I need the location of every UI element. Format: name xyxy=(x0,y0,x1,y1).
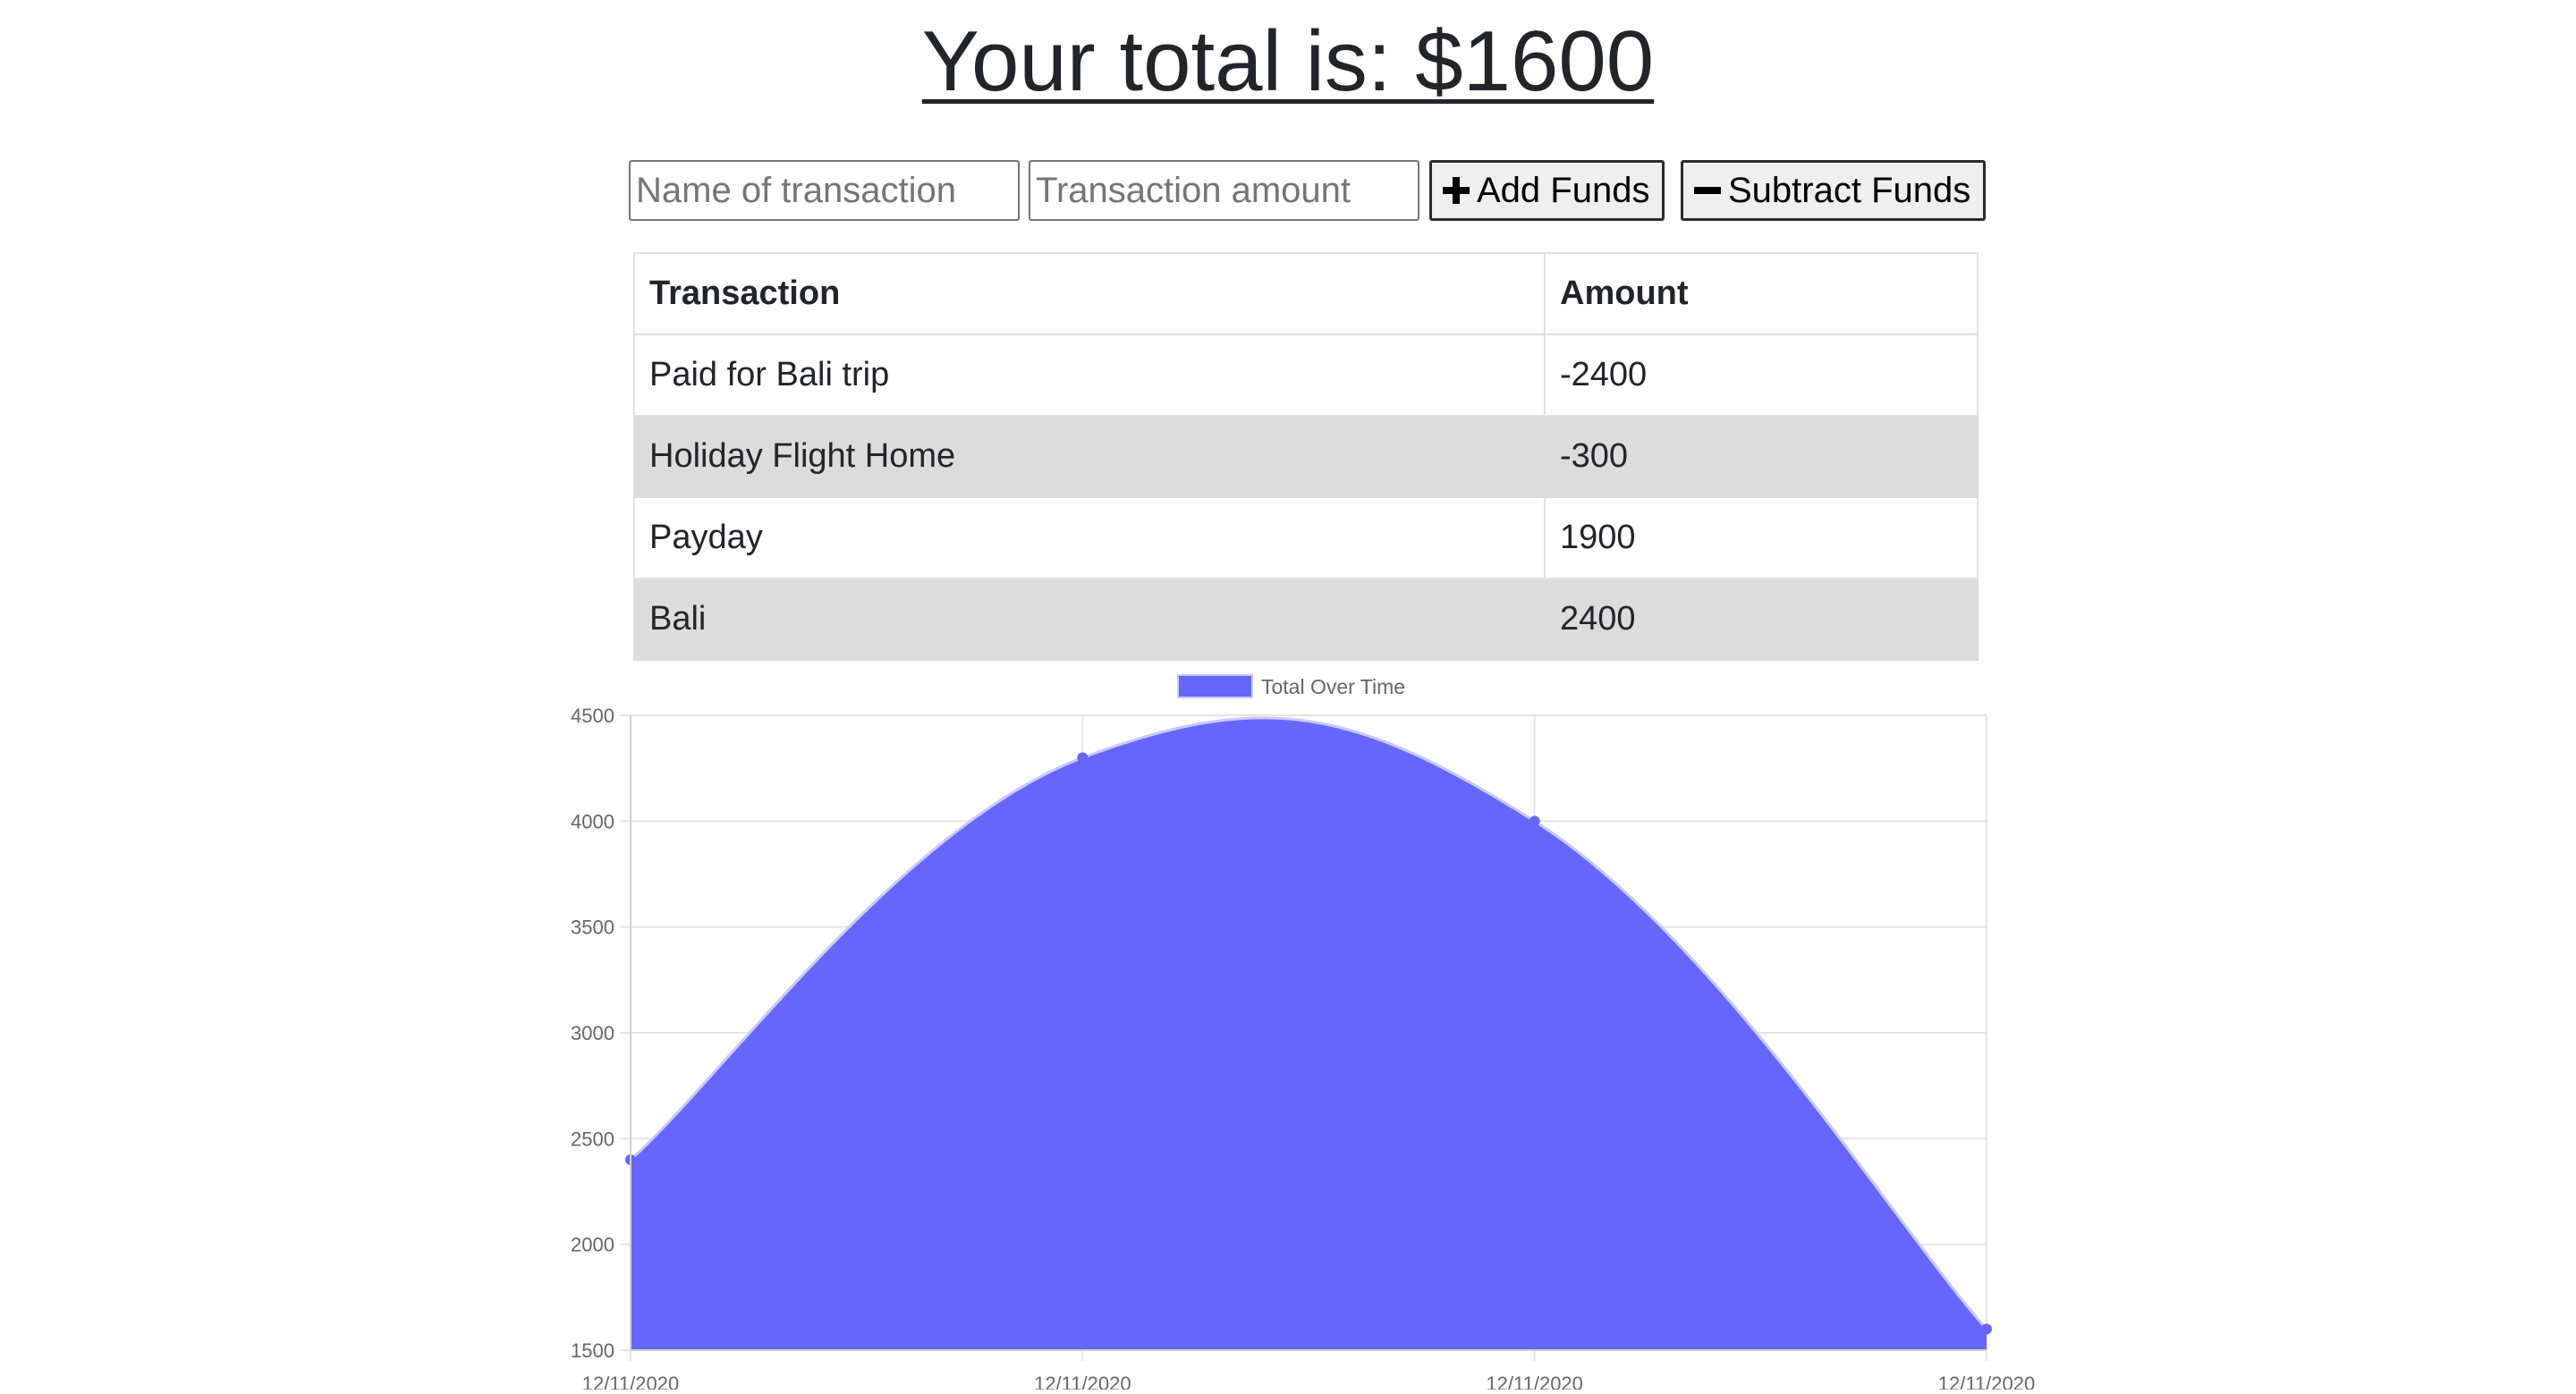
y-tick-label: 4000 xyxy=(571,810,614,832)
data-point xyxy=(1529,815,1540,827)
transaction-name-input[interactable] xyxy=(629,160,1020,221)
transaction-amount-cell: 2400 xyxy=(1544,578,1979,661)
chart-container: 1500 2000 2500 3000 3500 4000 4500 12/11/2020 12… xyxy=(0,662,2576,1394)
transactions-table: Transaction Amount Paid for Bali trip -2… xyxy=(633,252,1979,661)
table-header-row: Transaction Amount xyxy=(633,252,1979,335)
transaction-name-cell: Payday xyxy=(633,496,1546,579)
y-tick-label: 1500 xyxy=(571,1339,614,1362)
total-over-time-chart: 1500 2000 2500 3000 3500 4000 4500 12/11/2020 12… xyxy=(571,674,2035,1394)
x-tick-label: 12/11/2020 xyxy=(1034,1373,1131,1390)
add-funds-label: Add Funds xyxy=(1477,170,1650,210)
total-text: Your total is: $1600 xyxy=(921,13,1655,109)
x-tick-label: 12/11/2020 xyxy=(582,1373,679,1390)
x-tick-label: 12/11/2020 xyxy=(1938,1373,2035,1390)
transaction-amount-cell: 1900 xyxy=(1544,496,1979,579)
table-row: Holiday Flight Home -300 xyxy=(633,415,1979,498)
plus-icon xyxy=(1443,177,1470,204)
transaction-amount-cell: -300 xyxy=(1544,415,1979,498)
transaction-name-cell: Holiday Flight Home xyxy=(633,415,1546,498)
table-row: Paid for Bali trip -2400 xyxy=(633,334,1979,417)
series-line xyxy=(630,716,1988,1331)
y-tick-label: 3000 xyxy=(571,1022,614,1044)
total-heading: Your total is: $1600 xyxy=(0,0,2576,114)
legend-swatch xyxy=(1177,674,1253,698)
transaction-name-cell: Paid for Bali trip xyxy=(633,334,1546,417)
minus-icon xyxy=(1694,187,1721,194)
column-header-transaction: Transaction xyxy=(633,252,1546,335)
table-row: Bali 2400 xyxy=(633,578,1979,661)
transaction-amount-cell: -2400 xyxy=(1544,334,1979,417)
x-tick-label: 12/11/2020 xyxy=(1486,1373,1582,1390)
column-header-amount: Amount xyxy=(1544,252,1979,335)
add-funds-button[interactable]: Add Funds xyxy=(1429,160,1665,221)
transaction-amount-input[interactable] xyxy=(1029,160,1419,221)
y-tick-label: 2500 xyxy=(571,1128,614,1150)
table-row: Payday 1900 xyxy=(633,496,1979,579)
subtract-funds-label: Subtract Funds xyxy=(1728,170,1971,210)
transaction-form: Add Funds Subtract Funds xyxy=(629,160,1987,221)
data-point xyxy=(1981,1323,1992,1335)
series-area xyxy=(631,717,1987,1350)
transaction-name-cell: Bali xyxy=(633,578,1546,661)
y-tick-label: 2000 xyxy=(571,1234,614,1256)
y-tick-label: 3500 xyxy=(571,917,614,939)
legend-label: Total Over Time xyxy=(1261,675,1405,698)
data-point xyxy=(1077,752,1089,764)
subtract-funds-button[interactable]: Subtract Funds xyxy=(1681,160,1987,221)
y-tick-label: 4500 xyxy=(571,705,614,727)
